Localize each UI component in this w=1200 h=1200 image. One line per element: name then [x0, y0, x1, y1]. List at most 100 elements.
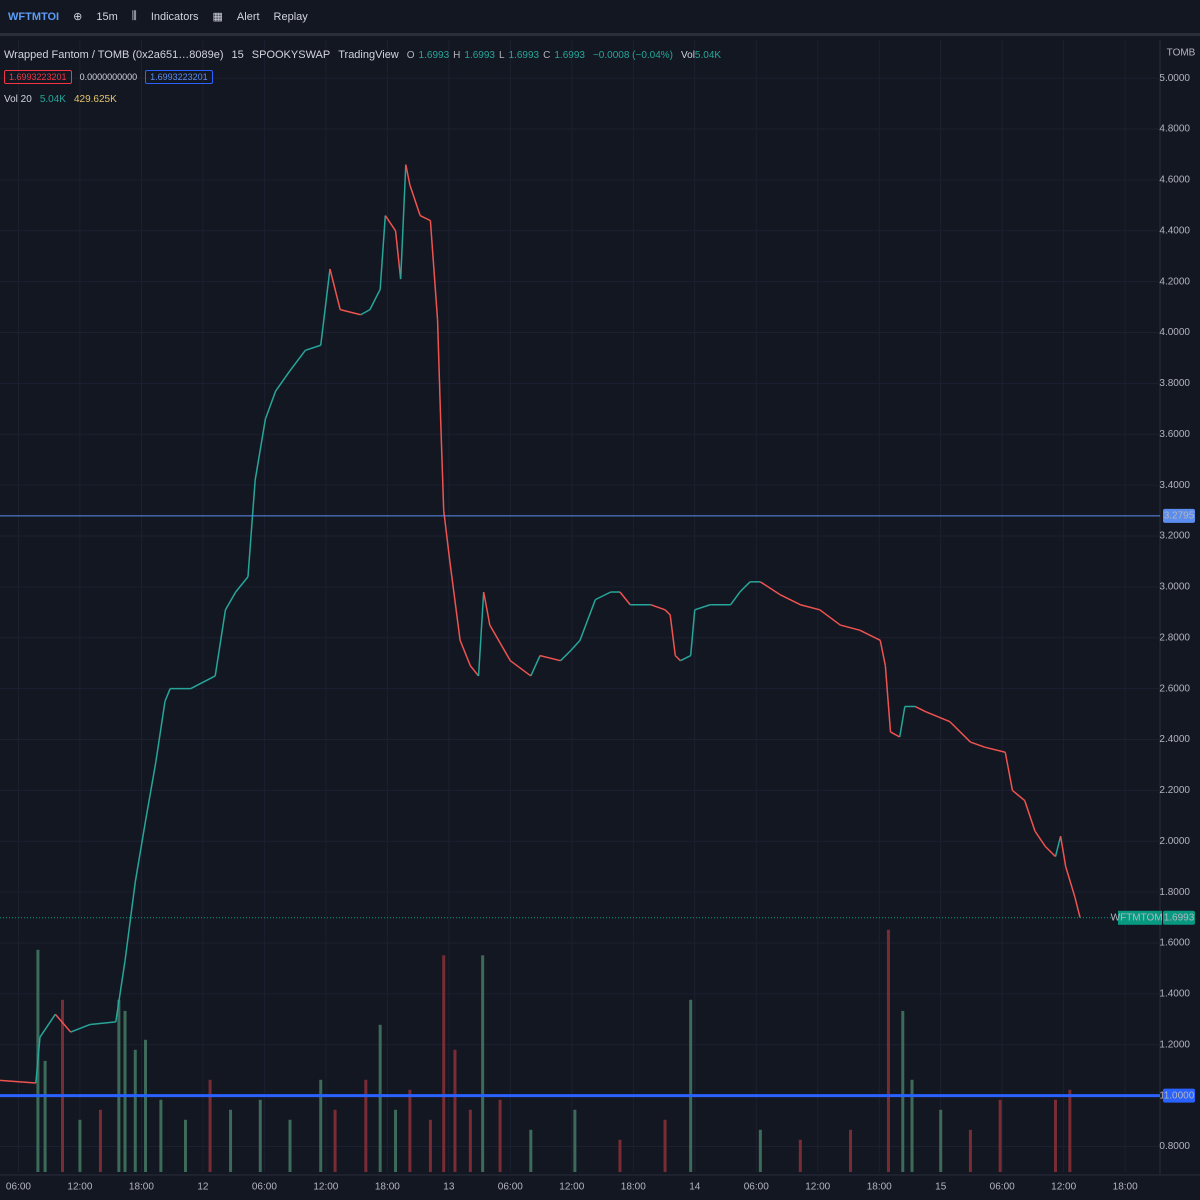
price-segment	[436, 319, 442, 420]
price-tag-label: 1.6993	[1164, 912, 1195, 923]
price-segment	[650, 604, 666, 611]
volume-bar	[798, 1139, 802, 1172]
y-tick-label: 4.6000	[1159, 175, 1190, 186]
price-segment	[680, 654, 692, 662]
volume-bar	[968, 1129, 972, 1172]
volume-bar	[689, 999, 693, 1172]
volume-bar	[901, 1010, 905, 1172]
x-tick-label: 12:00	[559, 1182, 584, 1193]
volume-bar	[378, 1024, 382, 1172]
volume-bar	[573, 1109, 577, 1172]
legend-row: Wrapped Fantom / TOMB (0x2a651…8089e) 15…	[4, 46, 721, 64]
price-segment	[469, 665, 480, 677]
x-tick-label: 18:00	[375, 1182, 400, 1193]
price-axis	[1160, 40, 1200, 1200]
price-segment	[39, 1013, 56, 1038]
price-segment	[694, 604, 711, 611]
y-tick-label: 3.2000	[1159, 531, 1190, 542]
volume-bar	[394, 1109, 398, 1172]
price-segment	[1034, 830, 1046, 847]
price-segment	[134, 820, 147, 883]
price-segment	[439, 419, 445, 511]
volume-bar	[886, 929, 890, 1172]
vol-label: Vol	[681, 49, 695, 61]
price-segment	[155, 701, 166, 763]
price-segment	[54, 1013, 72, 1033]
vol-indicator: Vol 20 5.04K 429.625K	[4, 90, 721, 108]
price-segment	[477, 591, 485, 677]
volume-bar	[663, 1119, 667, 1172]
volume-bar	[364, 1079, 368, 1172]
price-segment	[898, 706, 906, 738]
price-segment	[419, 214, 431, 222]
price-tag	[1163, 508, 1195, 523]
price-segment	[254, 418, 267, 481]
price-segment	[1011, 789, 1026, 802]
price-segment	[0, 1079, 36, 1084]
volume-bar	[481, 955, 485, 1172]
alert[interactable]: Alert	[236, 10, 260, 23]
x-tick-label: 12:00	[313, 1182, 338, 1193]
price-segment	[530, 655, 541, 677]
volume-bar	[468, 1109, 472, 1172]
volume-bar	[319, 1079, 323, 1172]
pair-title: Wrapped Fantom / TOMB (0x2a651…8089e)	[4, 49, 224, 61]
chart-style[interactable]: ⫼	[131, 10, 137, 22]
volume-bar	[229, 1109, 233, 1172]
price-segment	[879, 640, 887, 666]
price-segment	[1065, 866, 1076, 898]
price-segment	[379, 215, 387, 290]
price-segment	[224, 591, 237, 611]
replay[interactable]: Replay	[273, 10, 308, 23]
symbol[interactable]: WFTMTOI	[8, 10, 60, 23]
ohlc-label: L	[498, 49, 505, 61]
y-tick-label: 1.8000	[1159, 887, 1190, 898]
volume-bar	[428, 1119, 432, 1172]
y-tick-label: 4.0000	[1159, 327, 1190, 338]
price-segment	[949, 721, 971, 743]
y-tick-label: 0.8000	[1159, 1141, 1190, 1152]
y-tick-label: 3.8000	[1159, 378, 1190, 389]
price-segment	[840, 624, 860, 631]
price-segment	[1004, 752, 1014, 791]
price-segment	[739, 581, 751, 593]
price-segment	[914, 705, 926, 713]
y-tick-label: 4.4000	[1159, 225, 1190, 236]
volume-bar	[123, 1010, 127, 1172]
y-tick-label: 4.2000	[1159, 276, 1190, 287]
price-segment	[394, 230, 402, 280]
symbol-tag	[1118, 910, 1162, 925]
volume-bar	[208, 1079, 212, 1172]
price-segment	[674, 655, 681, 662]
toolbar: WFTMTOI ⊕ 15m ⫼ Indicators ▦ Alert Repla…	[0, 0, 1200, 36]
price-segment	[482, 591, 491, 626]
price-tag	[1163, 910, 1195, 925]
x-tick-label: 12:00	[67, 1182, 92, 1193]
price-segment	[319, 268, 331, 346]
volume-bar	[998, 1099, 1002, 1172]
price-segment	[595, 591, 612, 601]
price-segment	[429, 220, 439, 320]
x-tick-label: 13	[443, 1182, 455, 1193]
indicators[interactable]: Indicators	[150, 10, 199, 23]
y-tick-label: 1.2000	[1159, 1039, 1190, 1050]
volume-bar	[408, 1089, 412, 1172]
add-symbol[interactable]: ⊕	[73, 11, 83, 23]
layouts[interactable]: ▦	[212, 11, 223, 23]
price-segment	[164, 688, 171, 702]
input-box[interactable]: 0.0000000000	[79, 72, 138, 82]
x-tick-label: 06:00	[252, 1182, 277, 1193]
price-segment	[115, 960, 126, 1023]
price-segment	[384, 215, 397, 232]
x-tick-label: 14	[689, 1182, 701, 1193]
price-segment	[305, 344, 321, 352]
interval[interactable]: 15m	[96, 10, 118, 23]
ohlc-label: O	[406, 49, 415, 61]
volume-bar	[910, 1079, 914, 1172]
price-tag	[1163, 1088, 1195, 1103]
price-segment	[819, 609, 841, 626]
price-segment	[235, 576, 249, 593]
volume-bar	[183, 1119, 187, 1172]
input-box[interactable]: 1.6993223201	[4, 70, 72, 84]
input-box[interactable]: 1.6993223201	[145, 70, 213, 84]
